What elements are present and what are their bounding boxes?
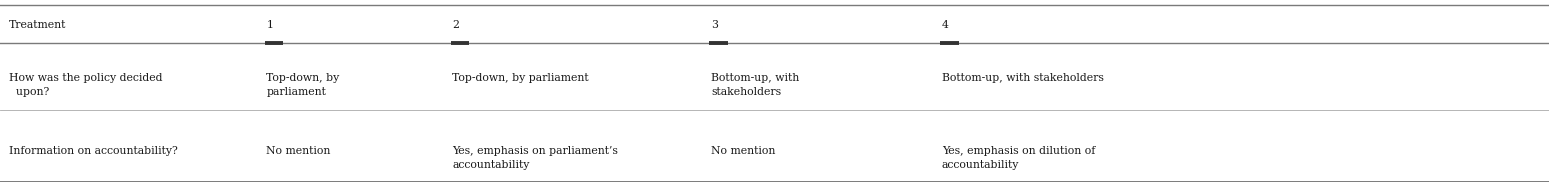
Text: Top-down, by parliament: Top-down, by parliament [452,73,589,83]
Text: 3: 3 [711,20,719,30]
Text: 1: 1 [266,20,274,30]
Text: Yes, emphasis on dilution of
accountability: Yes, emphasis on dilution of accountabil… [942,146,1095,170]
Text: Information on accountability?: Information on accountability? [9,146,178,156]
Text: Bottom-up, with stakeholders: Bottom-up, with stakeholders [942,73,1104,83]
Text: 2: 2 [452,20,460,30]
Text: Bottom-up, with
stakeholders: Bottom-up, with stakeholders [711,73,799,97]
Text: Yes, emphasis on parliament’s
accountability: Yes, emphasis on parliament’s accountabi… [452,146,618,170]
Text: Top-down, by
parliament: Top-down, by parliament [266,73,339,97]
Text: 4: 4 [942,20,948,30]
Text: How was the policy decided
  upon?: How was the policy decided upon? [9,73,163,97]
Text: No mention: No mention [266,146,331,156]
Text: Treatment: Treatment [9,20,67,30]
Text: No mention: No mention [711,146,776,156]
